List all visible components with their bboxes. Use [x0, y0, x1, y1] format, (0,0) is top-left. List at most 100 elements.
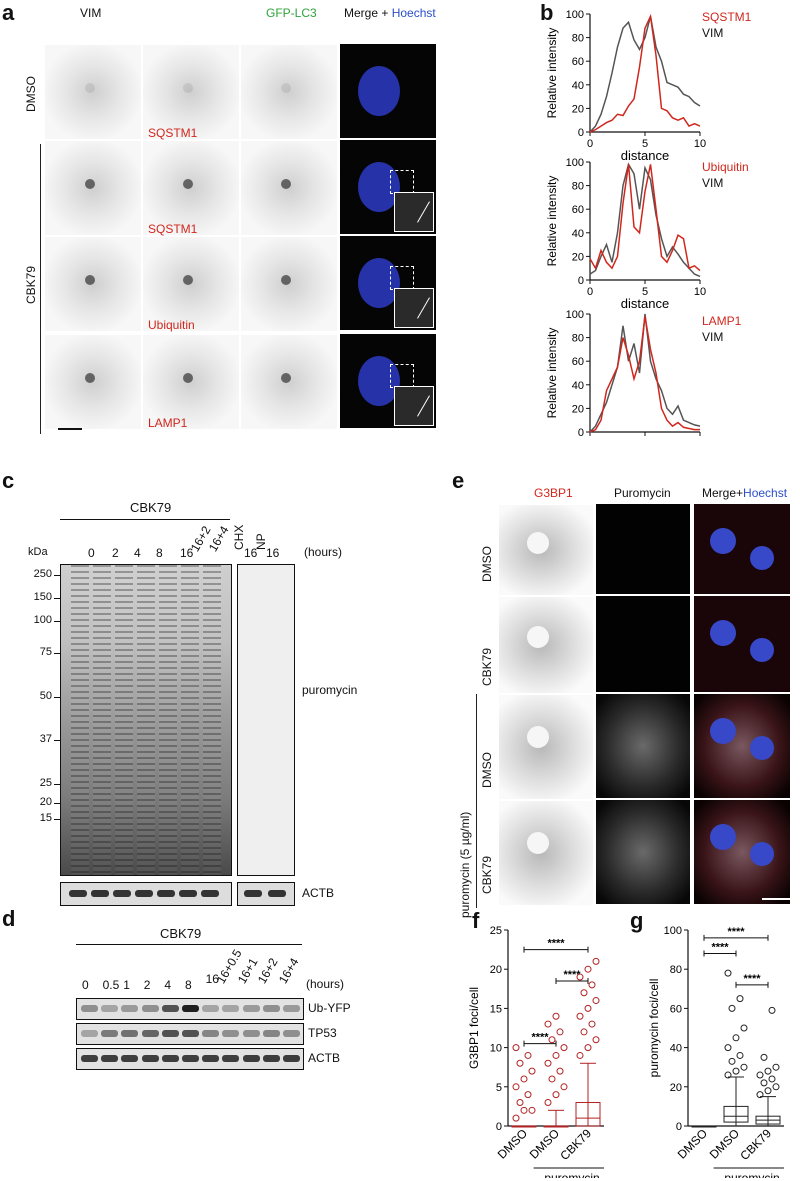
lane-time-label: 16 [205, 972, 219, 986]
g3bp1-tile-r3 [498, 800, 594, 906]
outlier-point [548, 1036, 556, 1044]
row-label-dmso: DMSO [24, 76, 38, 112]
y-tick-label: 80 [670, 964, 682, 976]
lane-time-label: 0.5 [102, 978, 120, 992]
mw-marker-tick [54, 598, 60, 599]
significance-label: **** [727, 926, 745, 938]
panel-c-treatment-line [60, 519, 230, 520]
blot-band [262, 1030, 280, 1037]
y-tick-label: 10 [490, 1043, 502, 1055]
actb-band [113, 890, 131, 897]
outlier-point [584, 1004, 592, 1012]
col-label-vim: VIM [80, 6, 102, 20]
stain-label-ubiquitin: Ubiquitin [148, 318, 195, 332]
y-axis-label: Relative intensity [545, 28, 559, 119]
blot-band [121, 1030, 139, 1037]
col-label-merge: Merge + Hoechst [344, 6, 436, 20]
nucleus [750, 546, 774, 570]
outlier-point [520, 1075, 528, 1083]
lane-time-label: 0 [82, 978, 89, 992]
legend-vim: VIM [702, 176, 724, 190]
merge-tile-r1 [340, 140, 436, 234]
significance-label: **** [563, 969, 581, 981]
blot-strip [76, 1023, 304, 1045]
outlier-point [580, 1028, 588, 1036]
perinuclear-focus [281, 274, 292, 285]
scale-bar-a [58, 428, 82, 430]
perinuclear-focus [85, 274, 96, 285]
y-tick-label: 20 [572, 251, 584, 263]
y-tick-label: 80 [572, 181, 584, 193]
y-tick-label: 60 [572, 56, 584, 68]
mw-marker-label: 250 [33, 568, 52, 580]
outlier-point [560, 1044, 568, 1052]
control-time-label: 16 [244, 546, 258, 560]
stain-label-lamp1: LAMP1 [148, 416, 188, 430]
y-tick-label: 20 [670, 1082, 682, 1094]
outlier-point [552, 1012, 560, 1020]
stain-label-sqstm1-cbk79: SQSTM1 [148, 222, 198, 236]
blot-band [202, 1005, 220, 1012]
outlier-point [768, 1006, 776, 1014]
outlier-point [580, 989, 588, 997]
e-group-bracket [476, 694, 477, 908]
panel-label-e: e [452, 468, 465, 493]
lane-time-label: 8 [156, 546, 163, 560]
e-group-label: puromycin (5 µg/ml) [458, 811, 472, 918]
puromycin-lane [159, 565, 177, 875]
series-line-sqstm1 [589, 13, 701, 133]
y-tick-label: 0 [676, 1121, 682, 1133]
nucleus [750, 736, 774, 760]
series-line-ubiquitin [589, 164, 701, 272]
e-row-label-dmso: DMSO [480, 546, 494, 582]
blot-band [101, 1005, 119, 1012]
y-axis-label: Relative intensity [545, 176, 559, 267]
outlier-point [544, 1098, 552, 1106]
micrograph-tile-r0-c1 [142, 44, 240, 140]
outlier-point [740, 1024, 748, 1032]
y-axis-label: G3BP1 foci/cell [467, 987, 481, 1069]
outlier-point [592, 997, 600, 1005]
box [575, 1101, 601, 1127]
outlier-point [584, 965, 592, 973]
significance-label: **** [711, 942, 729, 954]
merge-tile-e-r1 [694, 596, 790, 692]
blot-label: ACTB [308, 1051, 341, 1065]
merge-tile-e-r0 [694, 504, 790, 594]
outlier-point [516, 1059, 524, 1067]
outlier-point [768, 1075, 776, 1083]
y-tick-label: 60 [670, 1003, 682, 1015]
col-label-gfp-lc3: GFP-LC3 [266, 6, 317, 20]
outlier-point [732, 1067, 740, 1075]
micrograph-tile-r2-c2 [240, 236, 338, 332]
blot-band [81, 1055, 98, 1062]
outlier-point [520, 1106, 528, 1114]
g3bp1-tile-r2 [498, 694, 594, 800]
blot-label: TP53 [308, 1026, 337, 1040]
blot-band [141, 1055, 159, 1062]
group-label: puromycin [724, 1171, 779, 1178]
blot-band [141, 1030, 159, 1037]
outlier-point [764, 1067, 772, 1075]
outlier-point [576, 1051, 584, 1059]
y-tick-label: 0 [578, 127, 584, 139]
outlier-point [760, 1079, 768, 1087]
perinuclear-focus [183, 372, 194, 383]
blot-band [242, 1055, 260, 1062]
blot-band [222, 1030, 240, 1037]
mw-marker-label: 75 [39, 646, 52, 658]
outlier-point [524, 1091, 532, 1099]
control-time-label: 16 [266, 546, 280, 560]
outlier-point [512, 1083, 520, 1091]
outlier-point [544, 1059, 552, 1067]
mw-marker-tick [54, 653, 60, 654]
col-label-puromycin: Puromycin [614, 486, 671, 500]
lane-time-label: 16+2 [255, 955, 281, 986]
mw-marker-tick [54, 784, 60, 785]
nucleus [358, 66, 400, 116]
outlier-point [724, 1071, 732, 1079]
y-axis-label: puromycin foci/cell [647, 979, 661, 1078]
